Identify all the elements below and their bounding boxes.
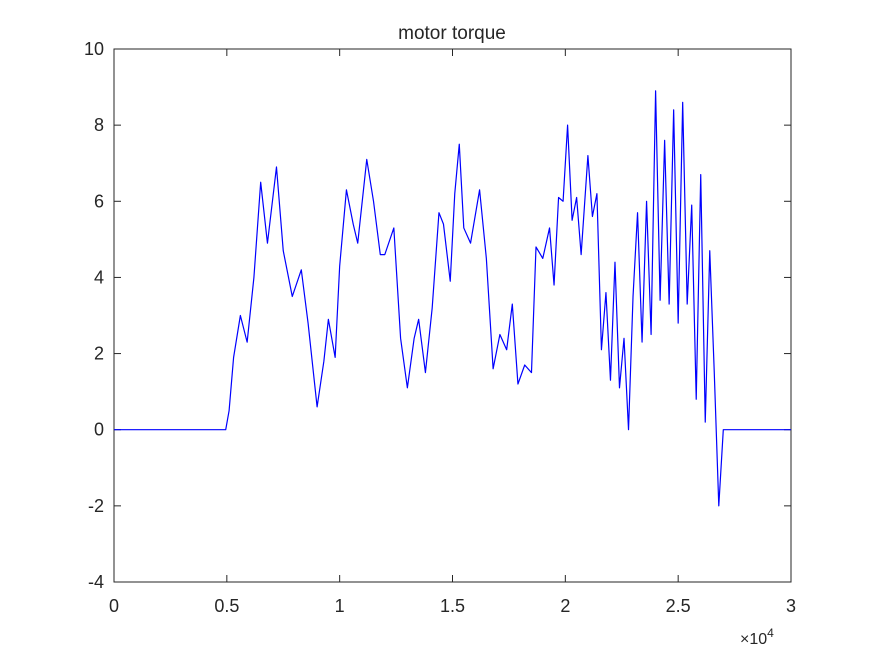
y-tick-label: 8 xyxy=(94,115,104,135)
x-tick-label: 0 xyxy=(109,596,119,616)
y-tick-label: 2 xyxy=(94,344,104,364)
x-tick-label: 2 xyxy=(560,596,570,616)
x-exponent-power: 4 xyxy=(767,626,774,640)
plot-area xyxy=(113,48,792,583)
y-tick-label: 10 xyxy=(84,39,104,59)
y-tick-label: 4 xyxy=(94,267,104,287)
y-tick-label: 6 xyxy=(94,191,104,211)
x-tick-label: 3 xyxy=(786,596,796,616)
x-tick-label: 1.5 xyxy=(440,596,465,616)
y-tick-label: -2 xyxy=(88,496,104,516)
x-axis: 0 0.5 1 1.5 2 2.5 3 xyxy=(109,49,796,616)
y-tick-label: -4 xyxy=(88,572,104,592)
y-axis: -4 -2 0 2 4 6 8 10 xyxy=(84,39,791,592)
chart-title: motor torque xyxy=(398,23,506,44)
x-tick-label: 1 xyxy=(335,596,345,616)
y-tick-label: 0 xyxy=(94,420,104,440)
x-tick-label: 0.5 xyxy=(214,596,239,616)
x-tick-label: 2.5 xyxy=(666,596,691,616)
torque-series-line xyxy=(114,90,791,507)
x-exponent-label: ×104 xyxy=(740,626,774,648)
series-layer xyxy=(114,90,791,507)
x-exponent-base: ×10 xyxy=(740,631,767,648)
